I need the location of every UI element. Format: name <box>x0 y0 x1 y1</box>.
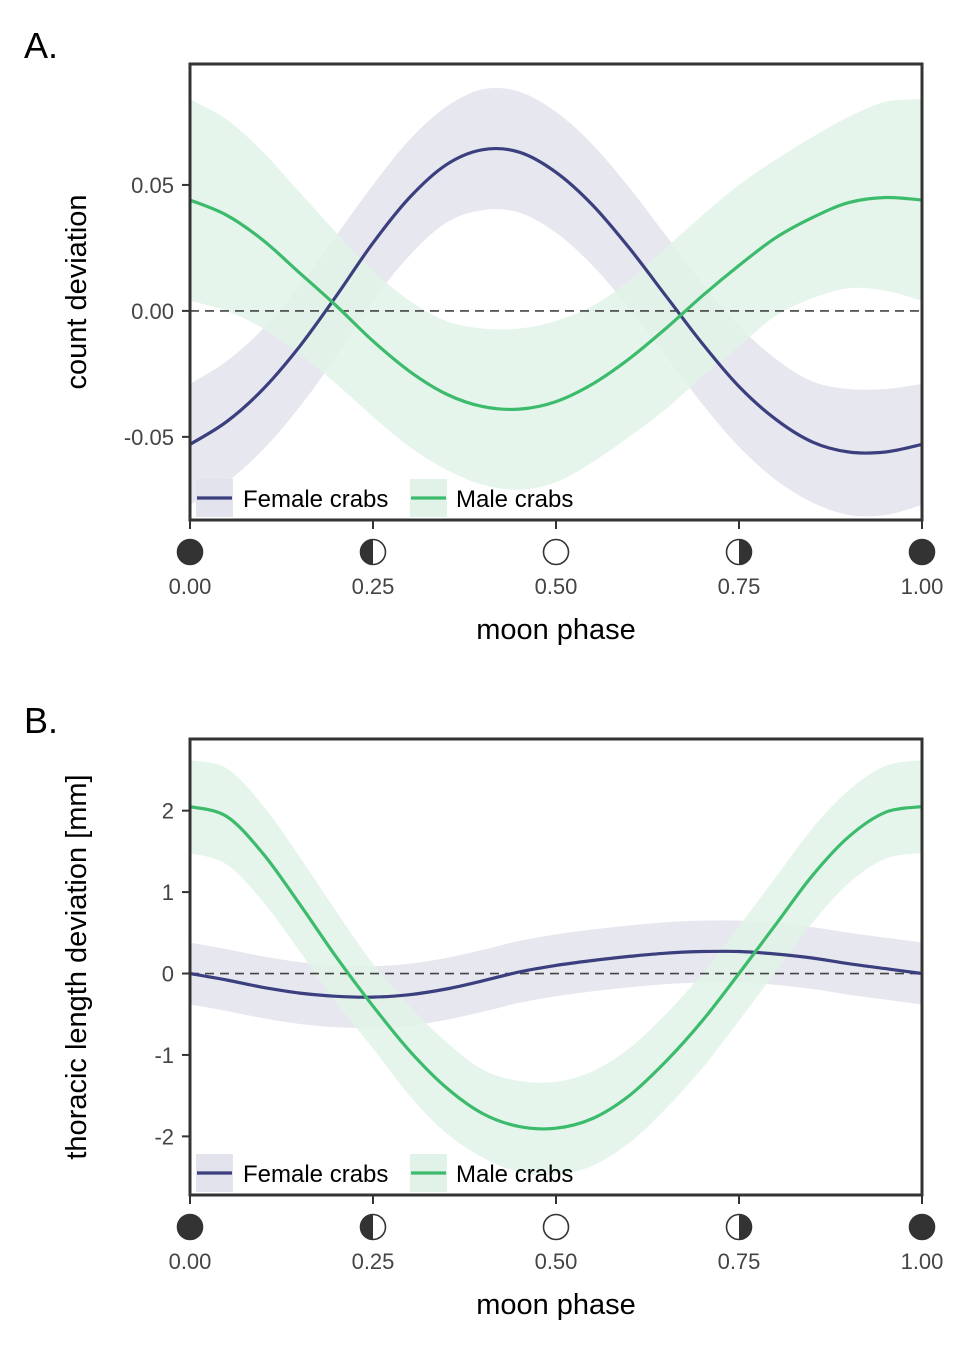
y-tick-label: 0 <box>162 962 174 987</box>
x-tick-label: 1.00 <box>901 574 944 599</box>
y-tick-label: -0.05 <box>124 425 174 450</box>
legend-label: Male crabs <box>456 1161 573 1188</box>
first-quarter-moon-icon <box>359 1213 387 1241</box>
legend-label: Female crabs <box>243 486 388 513</box>
new-moon-icon <box>908 538 936 566</box>
last-quarter-moon-icon <box>725 538 753 566</box>
panel-a-tag: A. <box>24 25 58 66</box>
x-tick-label: 1.00 <box>901 1249 944 1274</box>
x-tick-label: 0.00 <box>169 1249 212 1274</box>
panel-b-chart: -2 -1 0 1 2 0.00 0.25 0.50 0.75 1.00 moon phase tho… <box>61 737 944 1321</box>
plot-area <box>190 760 922 1176</box>
female-confidence-band <box>190 87 922 517</box>
y-axis-title: thoracic length deviation [mm] <box>61 774 93 1159</box>
new-moon-icon <box>908 1213 936 1241</box>
plot-area <box>190 87 922 517</box>
panel-b-tag: B. <box>24 700 58 741</box>
x-tick-label: 0.25 <box>352 574 395 599</box>
male-crabs-line <box>190 195 922 412</box>
x-axis-title: moon phase <box>476 1289 636 1321</box>
legend: Female crabs Male crabs <box>196 479 573 517</box>
male-confidence-band <box>190 99 922 490</box>
y-tick-label: 0.00 <box>131 299 174 324</box>
male-crabs-line <box>190 805 922 1131</box>
male-confidence-band <box>190 760 922 1176</box>
y-tick-label: -1 <box>154 1043 174 1068</box>
y-tick-label: 0.05 <box>131 173 174 198</box>
new-moon-icon <box>176 538 204 566</box>
female-crabs-line <box>190 146 922 455</box>
new-moon-icon <box>176 1213 204 1241</box>
x-tick-label: 0.50 <box>535 1249 578 1274</box>
last-quarter-moon-icon <box>725 1213 753 1241</box>
y-tick-label: -2 <box>154 1124 174 1149</box>
x-tick-label: 0.75 <box>718 574 761 599</box>
x-tick-label: 0.25 <box>352 1249 395 1274</box>
legend: Female crabs Male crabs <box>196 1154 573 1192</box>
x-axis-title: moon phase <box>476 614 636 646</box>
legend-item-female-crabs: Female crabs <box>196 479 388 517</box>
y-axis-title: count deviation <box>61 194 93 389</box>
legend-item-male-crabs: Male crabs <box>410 479 573 517</box>
x-tick-label: 0.50 <box>535 574 578 599</box>
first-quarter-moon-icon <box>359 538 387 566</box>
legend-item-male-crabs: Male crabs <box>410 1154 573 1192</box>
x-tick-label: 0.75 <box>718 1249 761 1274</box>
legend-label: Male crabs <box>456 486 573 513</box>
x-tick-label: 0.00 <box>169 574 212 599</box>
full-moon-icon <box>542 1213 570 1241</box>
panel-a-chart: -0.05 0.00 0.05 0.00 0.25 0.50 0.75 1.00 moon ph… <box>61 62 944 646</box>
y-tick-label: 1 <box>162 880 174 905</box>
legend-item-female-crabs: Female crabs <box>196 1154 388 1192</box>
female-crabs-line <box>190 949 922 999</box>
y-tick-label: 2 <box>162 799 174 824</box>
legend-label: Female crabs <box>243 1161 388 1188</box>
full-moon-icon <box>542 538 570 566</box>
